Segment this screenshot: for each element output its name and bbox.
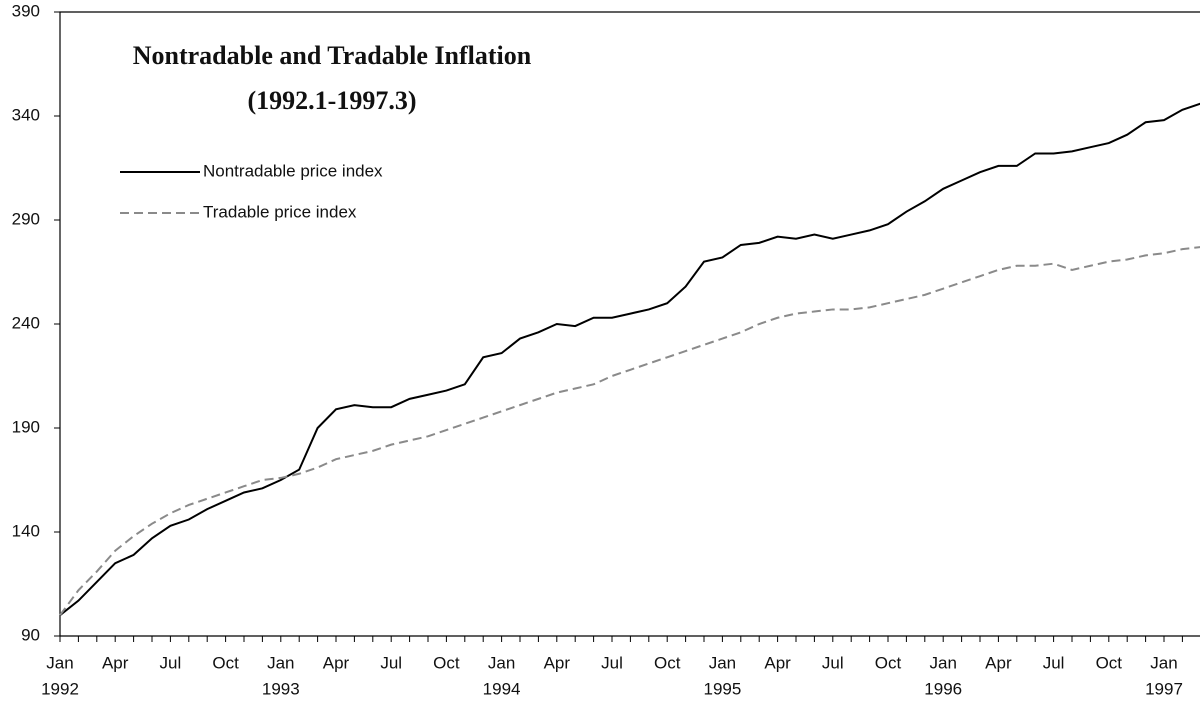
y-tick-label: 190 xyxy=(12,417,40,436)
y-tick-label: 340 xyxy=(12,105,40,124)
chart-subtitle: (1992.1-1997.3) xyxy=(248,86,417,115)
x-tick-label: Oct xyxy=(654,653,681,672)
x-year-label: 1992 xyxy=(41,679,79,698)
x-tick-label: Apr xyxy=(985,653,1012,672)
x-tick-label: Jan xyxy=(267,653,294,672)
x-tick-label: Jan xyxy=(488,653,515,672)
x-year-label: 1995 xyxy=(703,679,741,698)
x-tick-label: Apr xyxy=(544,653,571,672)
x-tick-label: Jan xyxy=(1150,653,1177,672)
x-tick-label: Apr xyxy=(764,653,791,672)
legend-label: Tradable price index xyxy=(203,202,357,221)
y-tick-label: 390 xyxy=(12,1,40,20)
x-tick-label: Apr xyxy=(323,653,350,672)
x-tick-label: Jan xyxy=(709,653,736,672)
chart-title: Nontradable and Tradable Inflation xyxy=(133,41,532,70)
x-tick-label: Apr xyxy=(102,653,129,672)
y-tick-label: 240 xyxy=(12,313,40,332)
x-tick-label: Jul xyxy=(601,653,623,672)
x-tick-label: Jul xyxy=(1043,653,1065,672)
y-tick-label: 90 xyxy=(21,625,40,644)
x-year-label: 1993 xyxy=(262,679,300,698)
x-year-label: 1996 xyxy=(924,679,962,698)
x-tick-label: Oct xyxy=(433,653,460,672)
x-tick-label: Jul xyxy=(380,653,402,672)
x-tick-label: Oct xyxy=(1096,653,1123,672)
x-tick-label: Oct xyxy=(212,653,239,672)
x-tick-label: Jan xyxy=(929,653,956,672)
x-tick-label: Jan xyxy=(46,653,73,672)
plot-frame xyxy=(59,11,1200,636)
series-line xyxy=(59,102,1200,616)
legend-label: Nontradable price index xyxy=(203,161,383,180)
y-tick-label: 140 xyxy=(12,521,40,540)
series-line xyxy=(59,246,1200,616)
x-tick-label: Jul xyxy=(160,653,182,672)
x-tick-label: Jul xyxy=(822,653,844,672)
x-year-label: 1994 xyxy=(483,679,521,698)
x-year-label: 1997 xyxy=(1145,679,1183,698)
x-tick-label: Oct xyxy=(875,653,902,672)
y-tick-label: 290 xyxy=(12,209,40,228)
